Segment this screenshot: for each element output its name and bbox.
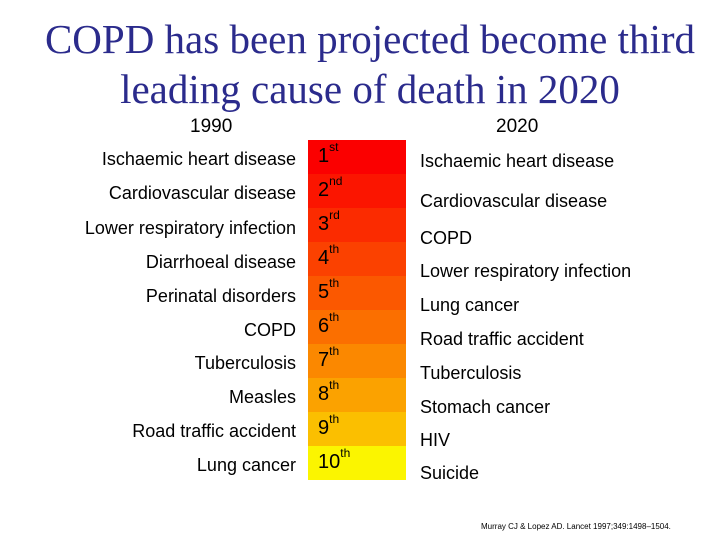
cause-2020-item: Road traffic accident xyxy=(420,329,584,349)
rank-suffix: th xyxy=(329,276,340,291)
rank-number: 1 xyxy=(318,145,330,167)
cause-1990-item: Perinatal disorders xyxy=(145,286,296,306)
cause-1990-item: Lung cancer xyxy=(196,455,296,475)
rank-cell: 10th xyxy=(308,446,406,480)
title-line-1: COPD has been projected become third xyxy=(44,16,696,62)
rank-number: 3 xyxy=(318,213,330,235)
cause-1990-item: Lower respiratory infection xyxy=(84,218,296,238)
cause-2020-item: Lower respiratory infection xyxy=(420,261,632,281)
year-2020-heading: 2020 xyxy=(496,116,539,137)
cause-2020-item: Cardiovascular disease xyxy=(420,191,608,211)
cause-2020-item: Suicide xyxy=(420,463,480,483)
cause-1990-item: Ischaemic heart disease xyxy=(101,149,296,169)
rank-cell: 8th xyxy=(308,378,406,412)
rank-cell: 3rd xyxy=(308,208,406,242)
rank-number: 7 xyxy=(318,349,330,371)
cause-1990-item: Diarrhoeal disease xyxy=(145,252,296,272)
rank-suffix: nd xyxy=(329,174,343,189)
rank-number: 10 xyxy=(318,451,341,473)
rank-cell: 6th xyxy=(308,310,406,344)
rank-cell: 7th xyxy=(308,344,406,378)
cause-1990-item: Road traffic accident xyxy=(132,421,296,441)
cause-1990-item: Cardiovascular disease xyxy=(108,183,296,203)
rank-suffix: th xyxy=(340,446,351,461)
cause-2020-item: COPD xyxy=(420,228,473,248)
rank-suffix: rd xyxy=(329,208,340,223)
rank-suffix: th xyxy=(329,242,340,257)
cause-2020-item: HIV xyxy=(420,430,451,450)
rank-cell: 2nd xyxy=(308,174,406,208)
cause-1990-item: Measles xyxy=(228,387,296,407)
title-line-2: leading cause of death in 2020 xyxy=(120,66,620,112)
cause-2020-item: Tuberculosis xyxy=(420,363,522,383)
citation: Murray CJ & Lopez AD. Lancet 1997;349:14… xyxy=(481,522,671,531)
rank-number: 2 xyxy=(318,179,330,201)
rank-cell: 4th xyxy=(308,242,406,276)
rank-suffix: th xyxy=(329,412,340,427)
rank-cell: 1st xyxy=(308,140,406,174)
cause-2020-item: Stomach cancer xyxy=(420,397,551,417)
rank-cell: 5th xyxy=(308,276,406,310)
cause-1990-item: COPD xyxy=(243,320,296,340)
year-1990-heading: 1990 xyxy=(190,116,233,137)
rank-number: 9 xyxy=(318,417,330,439)
rank-suffix: th xyxy=(329,378,340,393)
rank-number: 4 xyxy=(318,247,330,269)
slide-title: COPD has been projected become third lea… xyxy=(0,14,720,114)
rank-number: 8 xyxy=(318,383,330,405)
rank-cell: 9th xyxy=(308,412,406,446)
rank-suffix: th xyxy=(329,310,340,325)
cause-1990-item: Tuberculosis xyxy=(194,353,296,373)
rank-number: 5 xyxy=(318,281,330,303)
cause-2020-item: Lung cancer xyxy=(420,295,520,315)
rank-suffix: th xyxy=(329,344,340,359)
rank-number: 6 xyxy=(318,315,330,337)
rank-suffix: st xyxy=(329,140,339,155)
cause-2020-item: Ischaemic heart disease xyxy=(420,151,615,171)
